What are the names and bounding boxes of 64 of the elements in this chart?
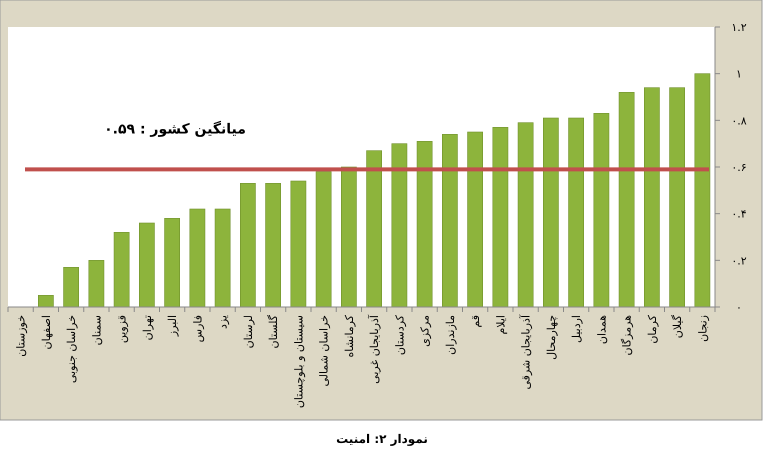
x-tick-label: زنجان — [696, 315, 710, 342]
bar — [341, 166, 357, 308]
bar — [467, 132, 483, 308]
bar — [442, 134, 458, 308]
y-tick-label: ۰.۸ — [731, 114, 747, 128]
x-tick-label: چهارمحال — [544, 315, 558, 360]
x-tick-label: خوزستان — [14, 315, 28, 357]
x-tick-label: تهران — [140, 315, 154, 340]
bar — [392, 143, 408, 308]
y-tick-label: ۰.۲ — [731, 254, 747, 268]
bar — [265, 183, 281, 308]
x-tick-label: گلستان — [267, 314, 280, 348]
bar — [190, 208, 206, 308]
bar — [214, 208, 230, 308]
y-tick-label: ۰ — [736, 301, 742, 314]
bar — [594, 113, 610, 308]
bar — [88, 260, 104, 308]
bar — [518, 122, 534, 308]
bar — [669, 87, 685, 308]
x-tick-label: هرمزگان — [620, 314, 634, 356]
bar — [63, 267, 79, 308]
y-tick-label: ۰.۶ — [731, 161, 747, 174]
x-tick-label: لرستان — [242, 315, 255, 348]
x-tick-label: گیلان — [671, 314, 684, 338]
bar — [316, 171, 332, 308]
x-tick-label: خراسان جنوبی — [65, 315, 78, 384]
x-tick-label: همدان — [595, 314, 608, 344]
x-tick-label: اصفهان — [40, 315, 53, 350]
x-tick-label: مازندران — [444, 314, 457, 355]
y-tick-label: ۰.۴ — [731, 208, 747, 221]
x-tick-label: سمنان — [90, 315, 104, 346]
x-tick-label: سیستان و بلوچستان — [292, 315, 306, 408]
bar — [416, 141, 432, 308]
x-tick-label: کرمان — [646, 314, 659, 344]
bar — [114, 232, 130, 308]
x-tick-label: البرز — [166, 315, 180, 338]
bar — [290, 180, 306, 308]
y-tick-label: ۱.۲ — [731, 21, 747, 34]
x-tick-label: اردبیل — [570, 315, 584, 343]
x-tick-label: مرکزی — [418, 314, 432, 347]
x-tick-label: خراسان شمالی — [318, 315, 331, 387]
bar — [492, 127, 508, 308]
bar — [164, 218, 180, 308]
ref-line-label: میانگین کشور : ۰.۵۹ — [104, 120, 246, 138]
bar — [644, 87, 660, 308]
bar — [366, 150, 382, 308]
x-tick-label: یزد — [216, 315, 230, 330]
bar — [618, 92, 634, 308]
x-tick-label: آذربایجان غربی — [367, 314, 382, 384]
x-tick-label: کرمانشاه — [342, 314, 356, 358]
text: نمودار ۲: امنیت — [336, 432, 428, 446]
x-tick-label: آذربایجان شرقی — [518, 314, 533, 390]
x-tick-label: فارس — [191, 315, 204, 342]
x-tick-label: ایلام — [494, 315, 508, 334]
x-tick-label: قم — [469, 315, 482, 328]
y-tick-label: ۱ — [736, 68, 742, 81]
bar — [568, 118, 584, 308]
bar — [543, 118, 559, 308]
x-tick-label: کردستان — [393, 314, 406, 356]
bar — [240, 183, 256, 308]
x-tick-label: قزوین — [116, 315, 129, 344]
bar — [38, 295, 54, 308]
bar — [694, 73, 710, 308]
bar — [139, 222, 155, 308]
